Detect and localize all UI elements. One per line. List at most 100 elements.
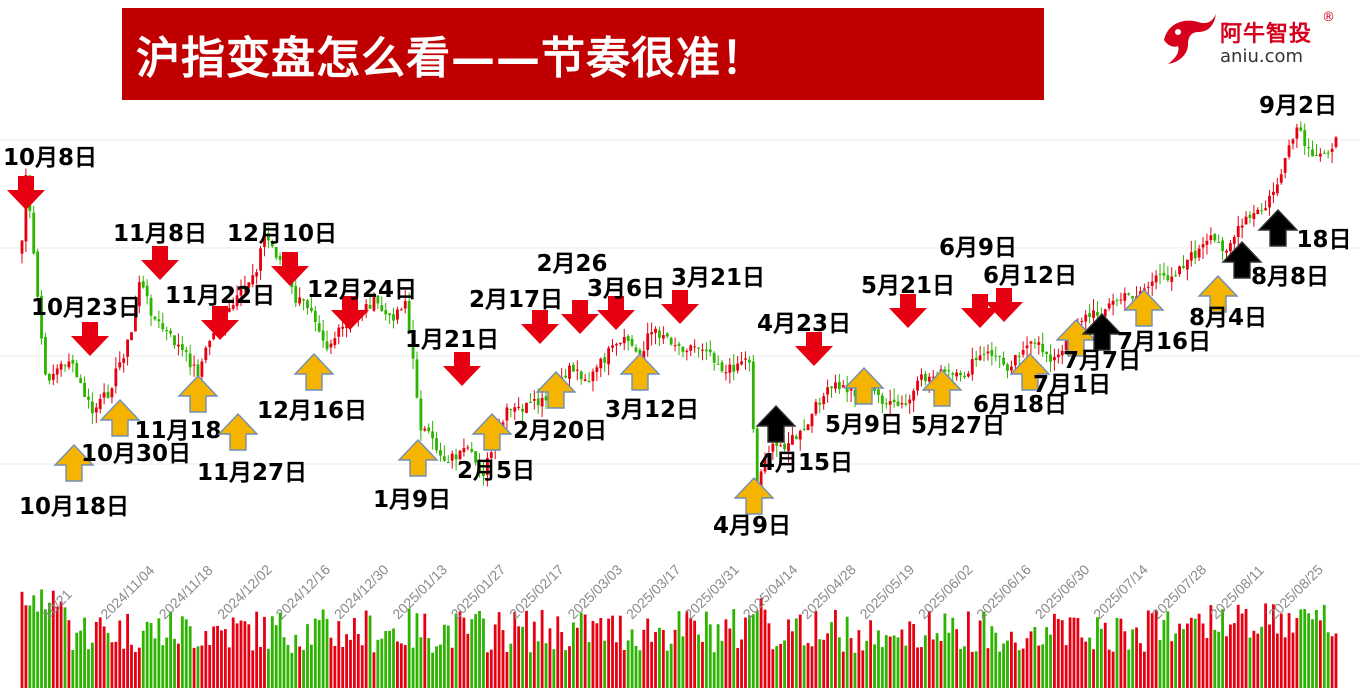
candle-body	[626, 336, 630, 341]
annotation-label: 11月27日	[197, 460, 307, 486]
volume-bar	[548, 628, 552, 688]
volume-bar	[1299, 609, 1303, 688]
candle-body	[1080, 321, 1084, 323]
volume-bar	[798, 614, 802, 688]
volume-bar	[1334, 633, 1338, 688]
candle-body	[153, 316, 157, 320]
x-axis-ticks: 10/21 2024/11/042024/11/182024/12/022024/…	[39, 561, 1326, 622]
candle-body	[1096, 312, 1099, 316]
candle-body	[1041, 343, 1045, 353]
annotation-label: 3月21日	[671, 265, 765, 291]
candle-body	[716, 363, 720, 365]
up-arrow-icon	[53, 443, 95, 482]
candle-body	[892, 399, 896, 403]
candle-body	[1330, 148, 1334, 153]
candle-body	[834, 382, 837, 389]
candle-body	[157, 319, 161, 322]
candle-body	[673, 345, 677, 347]
candle-body	[959, 372, 962, 376]
volume-bar	[470, 619, 474, 688]
down-arrow-icon	[597, 296, 635, 330]
annotation-label: 8月4日	[1189, 305, 1267, 331]
candle-body	[1084, 314, 1088, 322]
down-arrow-icon	[561, 300, 599, 334]
candle-body	[708, 349, 712, 353]
down-arrow-icon	[7, 176, 45, 210]
candle-body	[544, 396, 548, 401]
candle-body	[736, 363, 740, 371]
candle-body	[98, 398, 102, 409]
candle-body	[83, 382, 86, 397]
volume-bar	[720, 640, 724, 688]
volume-bar	[28, 605, 32, 688]
candle-body	[259, 248, 262, 271]
volume-bar	[1240, 613, 1244, 688]
volume-bar	[1185, 623, 1189, 688]
volume-bar	[697, 634, 700, 688]
candle-body	[927, 376, 931, 382]
volume-bar	[270, 616, 274, 688]
candle-body	[1326, 152, 1330, 154]
chart-gridlines	[0, 139, 1360, 465]
candle-body	[388, 313, 392, 316]
volume-bar	[149, 623, 153, 688]
candle-body	[333, 338, 337, 346]
volume-bar	[1248, 637, 1252, 688]
candle-body	[302, 299, 305, 301]
candle-body	[787, 443, 790, 451]
volume-bar	[1017, 650, 1021, 688]
candle-body	[372, 294, 376, 311]
annotation-label: 2月20日	[513, 418, 607, 444]
volume-bar	[1084, 641, 1088, 688]
candle-body	[1119, 299, 1123, 301]
candle-body	[231, 305, 235, 309]
volume-bar	[63, 607, 67, 688]
candle-body	[951, 373, 955, 375]
volume-bar	[1307, 613, 1311, 688]
annotation-label: 7月1日	[1033, 372, 1111, 398]
volume-bar	[329, 637, 333, 688]
volume-bar	[744, 617, 747, 688]
volume-bar	[184, 619, 188, 688]
volume-bar	[321, 609, 325, 688]
volume-bar	[216, 625, 219, 688]
up-arrow-icon	[535, 370, 577, 409]
volume-bar	[306, 624, 309, 688]
volume-bar	[442, 624, 446, 688]
candle-body	[458, 450, 462, 460]
turning-point-markers: 10月8日 10月18日 10月23日 10月30日 11月8日 11月18 11月22日 1…	[3, 93, 1352, 539]
volume-bar	[615, 642, 618, 688]
annotation-label: 5月21日	[861, 273, 955, 299]
up-arrow-icon	[1055, 318, 1097, 357]
volume-bar	[235, 623, 239, 688]
volume-bar	[165, 637, 169, 688]
candle-body	[912, 390, 916, 401]
candle-body	[466, 447, 470, 449]
candle-body	[40, 295, 43, 339]
candle-body	[392, 314, 395, 321]
volume-bar	[536, 641, 540, 688]
candle-body	[44, 336, 47, 375]
volume-bar	[435, 646, 438, 688]
candle-body	[591, 371, 595, 382]
volume-bar	[364, 610, 368, 688]
volume-bar	[44, 609, 47, 688]
candle-body	[994, 355, 998, 357]
candle-body	[411, 331, 415, 359]
volume-bar	[704, 611, 708, 688]
volume-bar	[740, 639, 743, 688]
volume-bar	[775, 645, 779, 688]
volume-bar	[313, 618, 317, 688]
candle-body	[978, 355, 982, 361]
candle-body	[1303, 130, 1307, 146]
candle-body	[697, 347, 700, 349]
volume-bar	[994, 632, 998, 688]
volume-bar	[963, 646, 966, 688]
volume-bar	[1103, 622, 1107, 688]
volume-bar	[1252, 630, 1256, 688]
up-arrow-icon	[1123, 288, 1165, 327]
volume-bar	[1107, 649, 1111, 688]
candle-body	[1092, 310, 1095, 318]
volume-bar	[1158, 639, 1162, 688]
candle-body	[313, 310, 317, 323]
